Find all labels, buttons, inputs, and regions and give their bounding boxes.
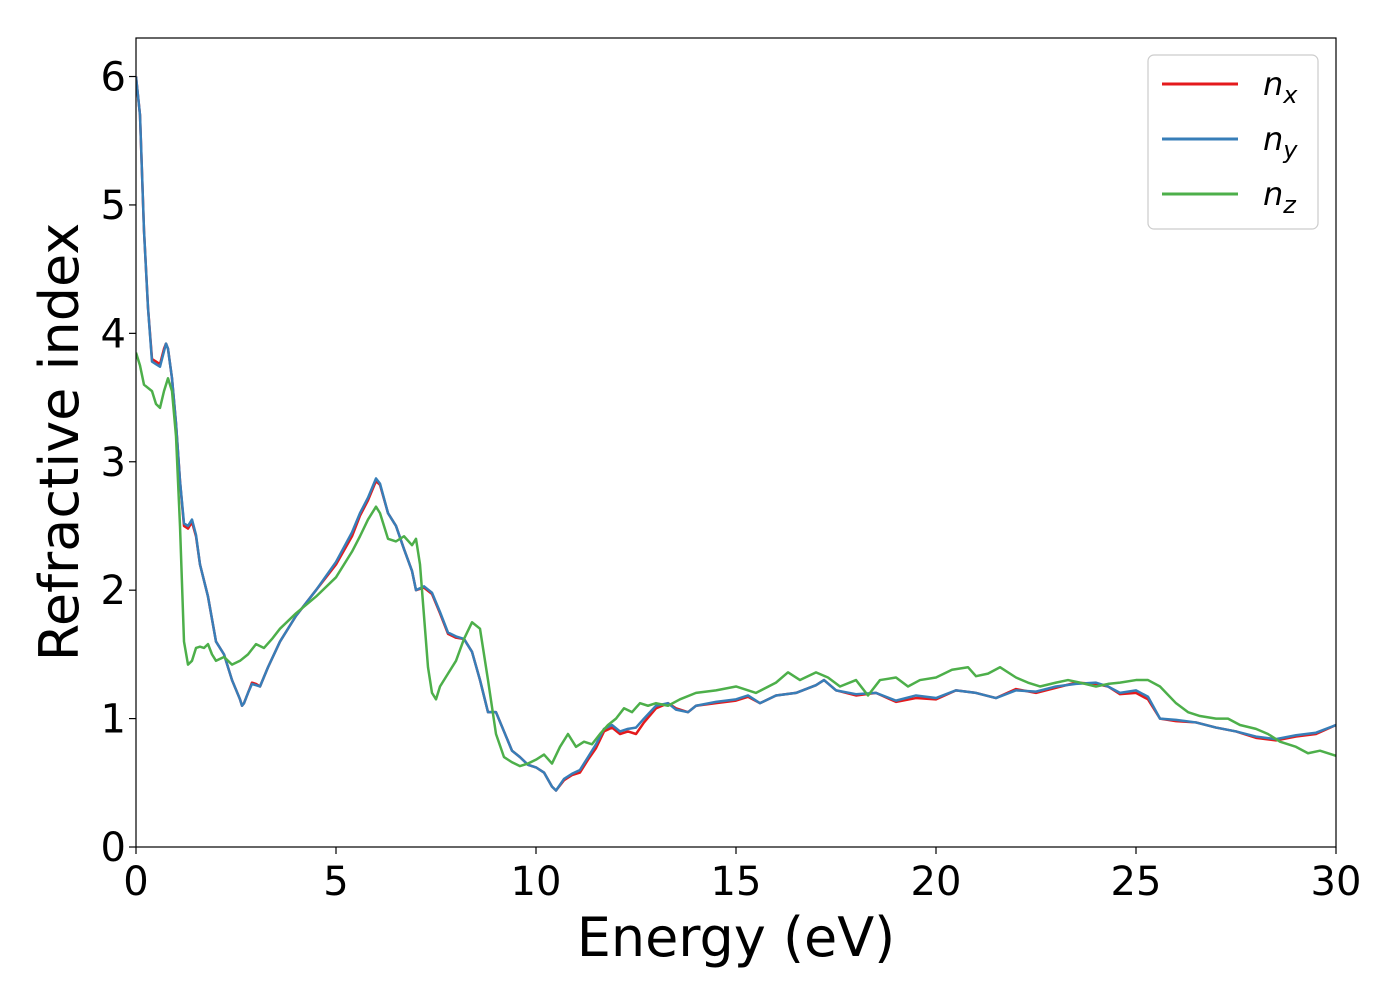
x-tick-label: 5	[323, 859, 348, 905]
x-tick-label: 15	[711, 859, 762, 905]
legend-label-n_y: ny	[1263, 120, 1298, 164]
y-axis-label: Refractive index	[28, 223, 91, 662]
x-tick-label: 0	[123, 859, 148, 905]
x-tick-label: 20	[911, 859, 962, 905]
y-tick-label: 0	[101, 825, 126, 871]
y-tick-label: 6	[101, 55, 126, 101]
series-line-n_z	[136, 352, 1336, 768]
series-group	[136, 76, 1336, 792]
y-tick-label: 2	[101, 568, 126, 614]
legend: nx ny nz	[1147, 54, 1319, 230]
legend-label-n_z: nz	[1263, 175, 1297, 219]
y-tick-label: 1	[101, 697, 126, 743]
x-tick-label: 25	[1111, 859, 1162, 905]
y-tick-label: 3	[101, 440, 126, 486]
x-axis-label: Energy (eV)	[577, 906, 896, 969]
y-tick-label: 5	[101, 183, 126, 229]
x-tick-label: 30	[1311, 859, 1362, 905]
x-tick-label: 10	[511, 859, 562, 905]
legend-label-n_x: nx	[1263, 65, 1298, 109]
legend-box	[1147, 54, 1319, 230]
series-line-n_y	[136, 76, 1336, 792]
y-tick-label: 4	[101, 311, 126, 357]
